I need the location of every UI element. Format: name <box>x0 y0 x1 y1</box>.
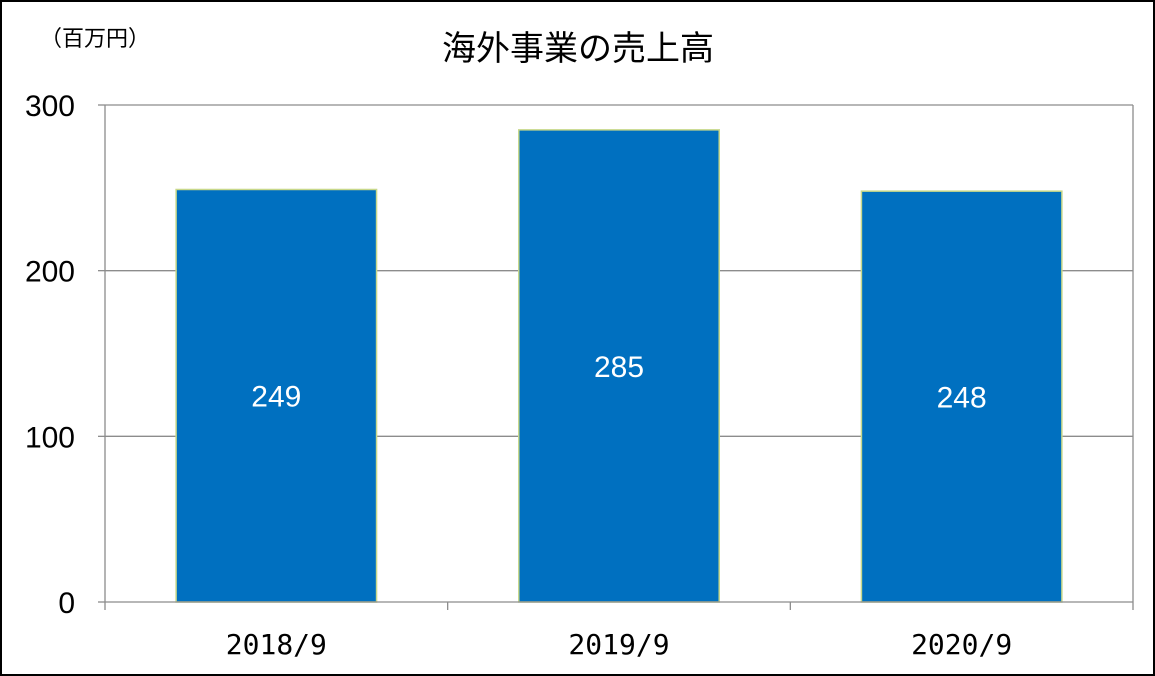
axes <box>98 104 1134 610</box>
bar-value-label: 285 <box>594 351 644 384</box>
bar <box>860 190 1063 603</box>
x-tick-label: 2019/9 <box>568 628 669 661</box>
y-tick-label: 100 <box>25 421 75 454</box>
x-tick-labels: 2018/9 2019/9 2020/9 <box>226 628 1012 661</box>
x-tick-label: 2018/9 <box>226 628 327 661</box>
unit-label: （百万円） <box>40 27 150 52</box>
y-tick-label: 0 <box>58 587 75 620</box>
bar <box>518 129 720 603</box>
y-tick-labels: 0 100 200 300 <box>25 90 75 620</box>
bars <box>175 129 1063 603</box>
y-tick-label: 300 <box>25 90 75 123</box>
y-tick-label: 200 <box>25 256 75 289</box>
x-tick-label: 2020/9 <box>911 628 1012 661</box>
bar-value-label: 249 <box>251 381 301 414</box>
chart-title: 海外事業の売上高 <box>442 29 714 69</box>
bar <box>175 188 378 603</box>
bar-value-label: 248 <box>937 382 987 415</box>
data-labels: 249 285 248 <box>251 351 986 415</box>
